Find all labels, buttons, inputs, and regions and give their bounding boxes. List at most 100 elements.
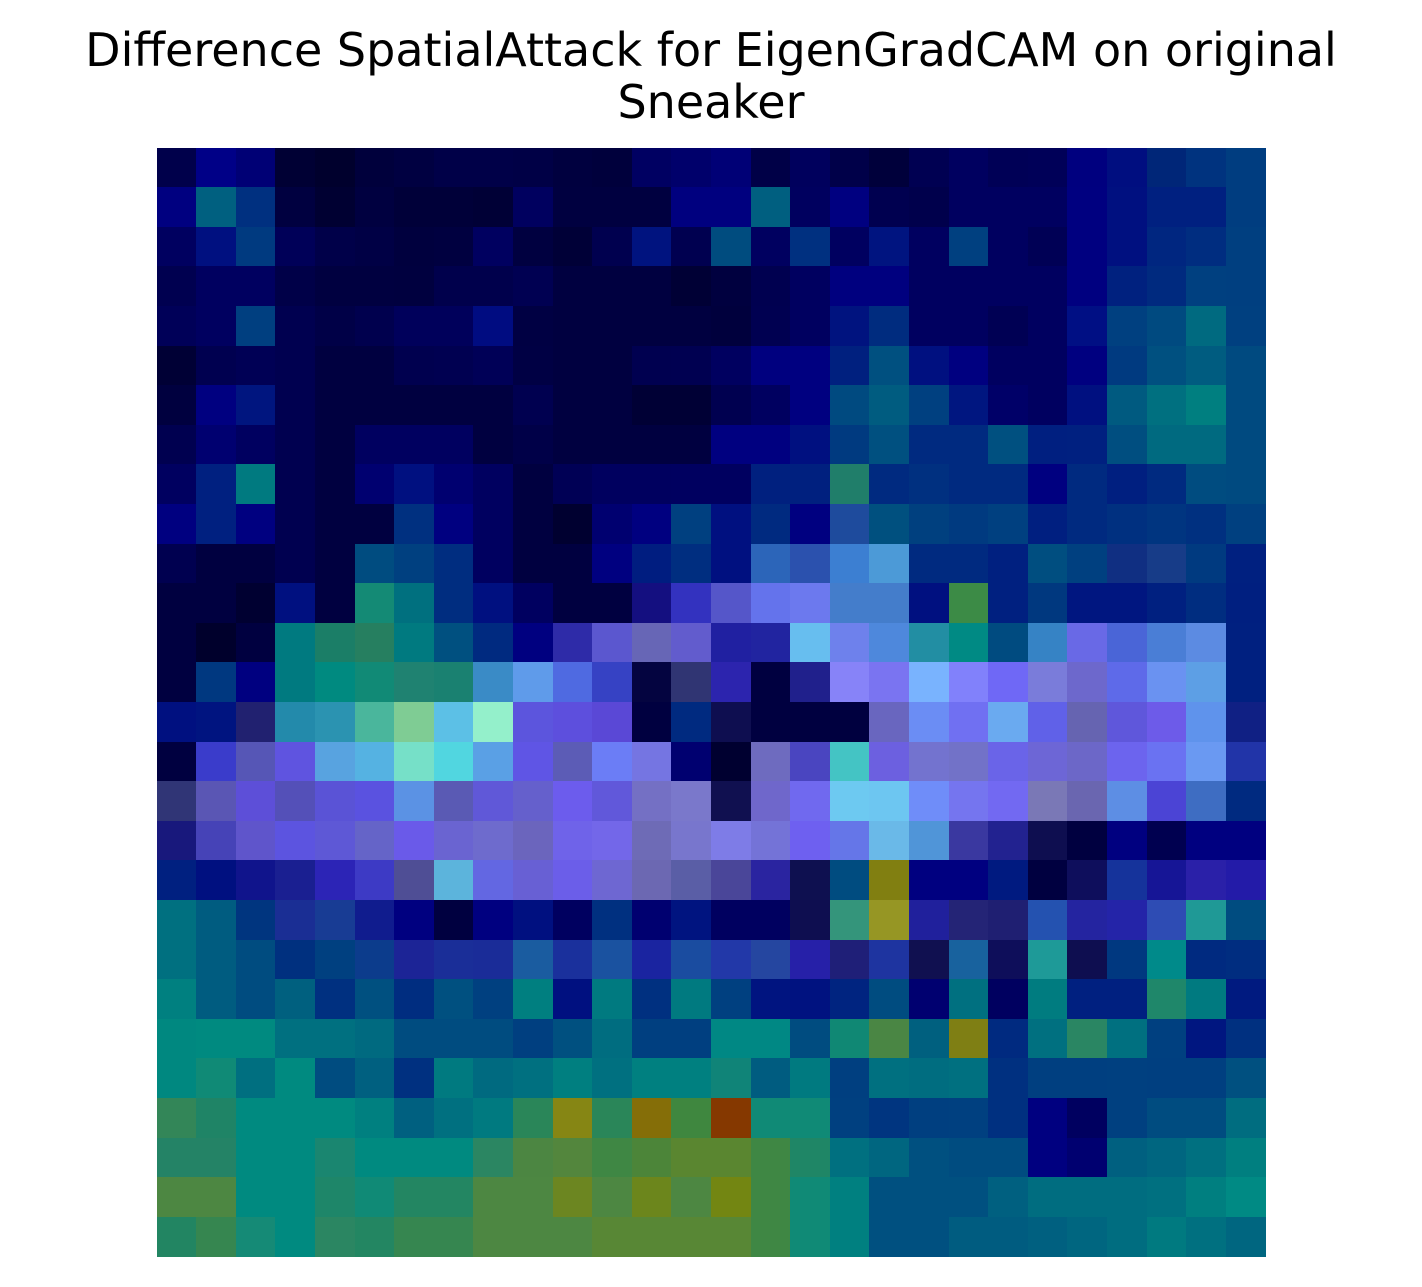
heatmap-cell: [1028, 1019, 1068, 1059]
heatmap-cell: [236, 781, 276, 822]
heatmap-cell: [513, 781, 554, 822]
heatmap-cell: [909, 544, 950, 584]
heatmap-cell: [1226, 504, 1266, 545]
heatmap-cell: [315, 425, 356, 465]
heatmap-cell: [949, 821, 989, 861]
heatmap-cell: [869, 702, 910, 743]
heatmap-cell: [394, 940, 435, 980]
heatmap-cell: [1067, 148, 1108, 188]
heatmap-cell: [275, 821, 316, 861]
heatmap-cell: [1226, 1058, 1266, 1099]
heatmap-cell: [830, 504, 870, 545]
heatmap-cell: [236, 306, 276, 347]
heatmap-cell: [157, 306, 197, 347]
heatmap-cell: [1186, 187, 1227, 228]
heatmap-cell: [1028, 148, 1068, 188]
heatmap-cell: [869, 1058, 910, 1099]
heatmap-cell: [236, 1177, 276, 1218]
heatmap-cell: [830, 821, 870, 861]
heatmap-cell: [751, 979, 791, 1020]
heatmap-cell: [909, 504, 950, 545]
heatmap-cell: [1028, 742, 1068, 782]
heatmap-cell: [751, 1177, 791, 1218]
heatmap-cell: [513, 306, 554, 347]
heatmap-cell: [434, 1019, 474, 1059]
heatmap-cell: [671, 781, 712, 822]
heatmap-cell: [513, 148, 554, 188]
heatmap-cell: [1067, 1177, 1108, 1218]
heatmap-cell: [671, 346, 712, 386]
heatmap-cell: [790, 940, 831, 980]
heatmap-cell: [236, 148, 276, 188]
heatmap-cell: [751, 187, 791, 228]
heatmap-cell: [909, 979, 950, 1020]
heatmap-cell: [592, 1217, 633, 1257]
heatmap-cell: [671, 1098, 712, 1139]
heatmap-cell: [790, 227, 831, 267]
heatmap-cell: [157, 385, 197, 426]
heatmap-cell: [513, 1177, 554, 1218]
heatmap-cell: [830, 1019, 870, 1059]
heatmap-cell: [671, 900, 712, 941]
heatmap-cell: [236, 1058, 276, 1099]
heatmap-cell: [830, 346, 870, 386]
heatmap-cell: [275, 702, 316, 743]
heatmap-cell: [236, 266, 276, 307]
heatmap-cell: [1186, 583, 1227, 624]
heatmap-cell: [830, 623, 870, 663]
heatmap-cell: [473, 940, 514, 980]
heatmap-cell: [592, 425, 633, 465]
heatmap-cell: [157, 900, 197, 941]
heatmap-cell: [553, 306, 593, 347]
heatmap-cell: [196, 781, 237, 822]
heatmap-cell: [988, 148, 1029, 188]
heatmap-cell: [988, 1177, 1029, 1218]
heatmap-cell: [711, 1138, 752, 1178]
heatmap-cell: [988, 583, 1029, 624]
heatmap-cell: [1186, 1217, 1227, 1257]
heatmap-cell: [790, 1138, 831, 1178]
heatmap-cell: [632, 1138, 672, 1178]
heatmap-cell: [1067, 346, 1108, 386]
heatmap-cell: [988, 702, 1029, 743]
heatmap-cell: [790, 821, 831, 861]
heatmap-cell: [1186, 1019, 1227, 1059]
heatmap-cell: [671, 979, 712, 1020]
heatmap-cell: [1147, 821, 1187, 861]
heatmap-cell: [355, 1138, 395, 1178]
heatmap-cell: [473, 385, 514, 426]
heatmap-cell: [1107, 662, 1148, 703]
heatmap-cell: [434, 821, 474, 861]
heatmap-cell: [513, 742, 554, 782]
heatmap-cell: [157, 821, 197, 861]
heatmap-cell: [790, 979, 831, 1020]
heatmap-cell: [355, 623, 395, 663]
heatmap-cell: [790, 425, 831, 465]
heatmap-cell: [434, 306, 474, 347]
heatmap-cell: [869, 464, 910, 505]
heatmap-cell: [1028, 702, 1068, 743]
heatmap-cell: [711, 860, 752, 901]
heatmap-cell: [196, 346, 237, 386]
heatmap-cell: [1028, 385, 1068, 426]
heatmap-cell: [909, 623, 950, 663]
heatmap-cell: [988, 900, 1029, 941]
heatmap-cell: [830, 1138, 870, 1178]
heatmap-cell: [711, 464, 752, 505]
heatmap-cell: [949, 464, 989, 505]
heatmap-cell: [473, 583, 514, 624]
heatmap-cell: [869, 346, 910, 386]
heatmap-cell: [513, 583, 554, 624]
heatmap-cell: [632, 821, 672, 861]
heatmap-cell: [1147, 464, 1187, 505]
heatmap-cell: [513, 979, 554, 1020]
heatmap-cell: [553, 1138, 593, 1178]
heatmap-cell: [790, 623, 831, 663]
heatmap-cell: [949, 940, 989, 980]
heatmap-cell: [671, 860, 712, 901]
heatmap-cell: [1067, 900, 1108, 941]
heatmap-cell: [275, 346, 316, 386]
heatmap-cell: [434, 900, 474, 941]
heatmap-cell: [1226, 900, 1266, 941]
heatmap-cell: [1028, 781, 1068, 822]
